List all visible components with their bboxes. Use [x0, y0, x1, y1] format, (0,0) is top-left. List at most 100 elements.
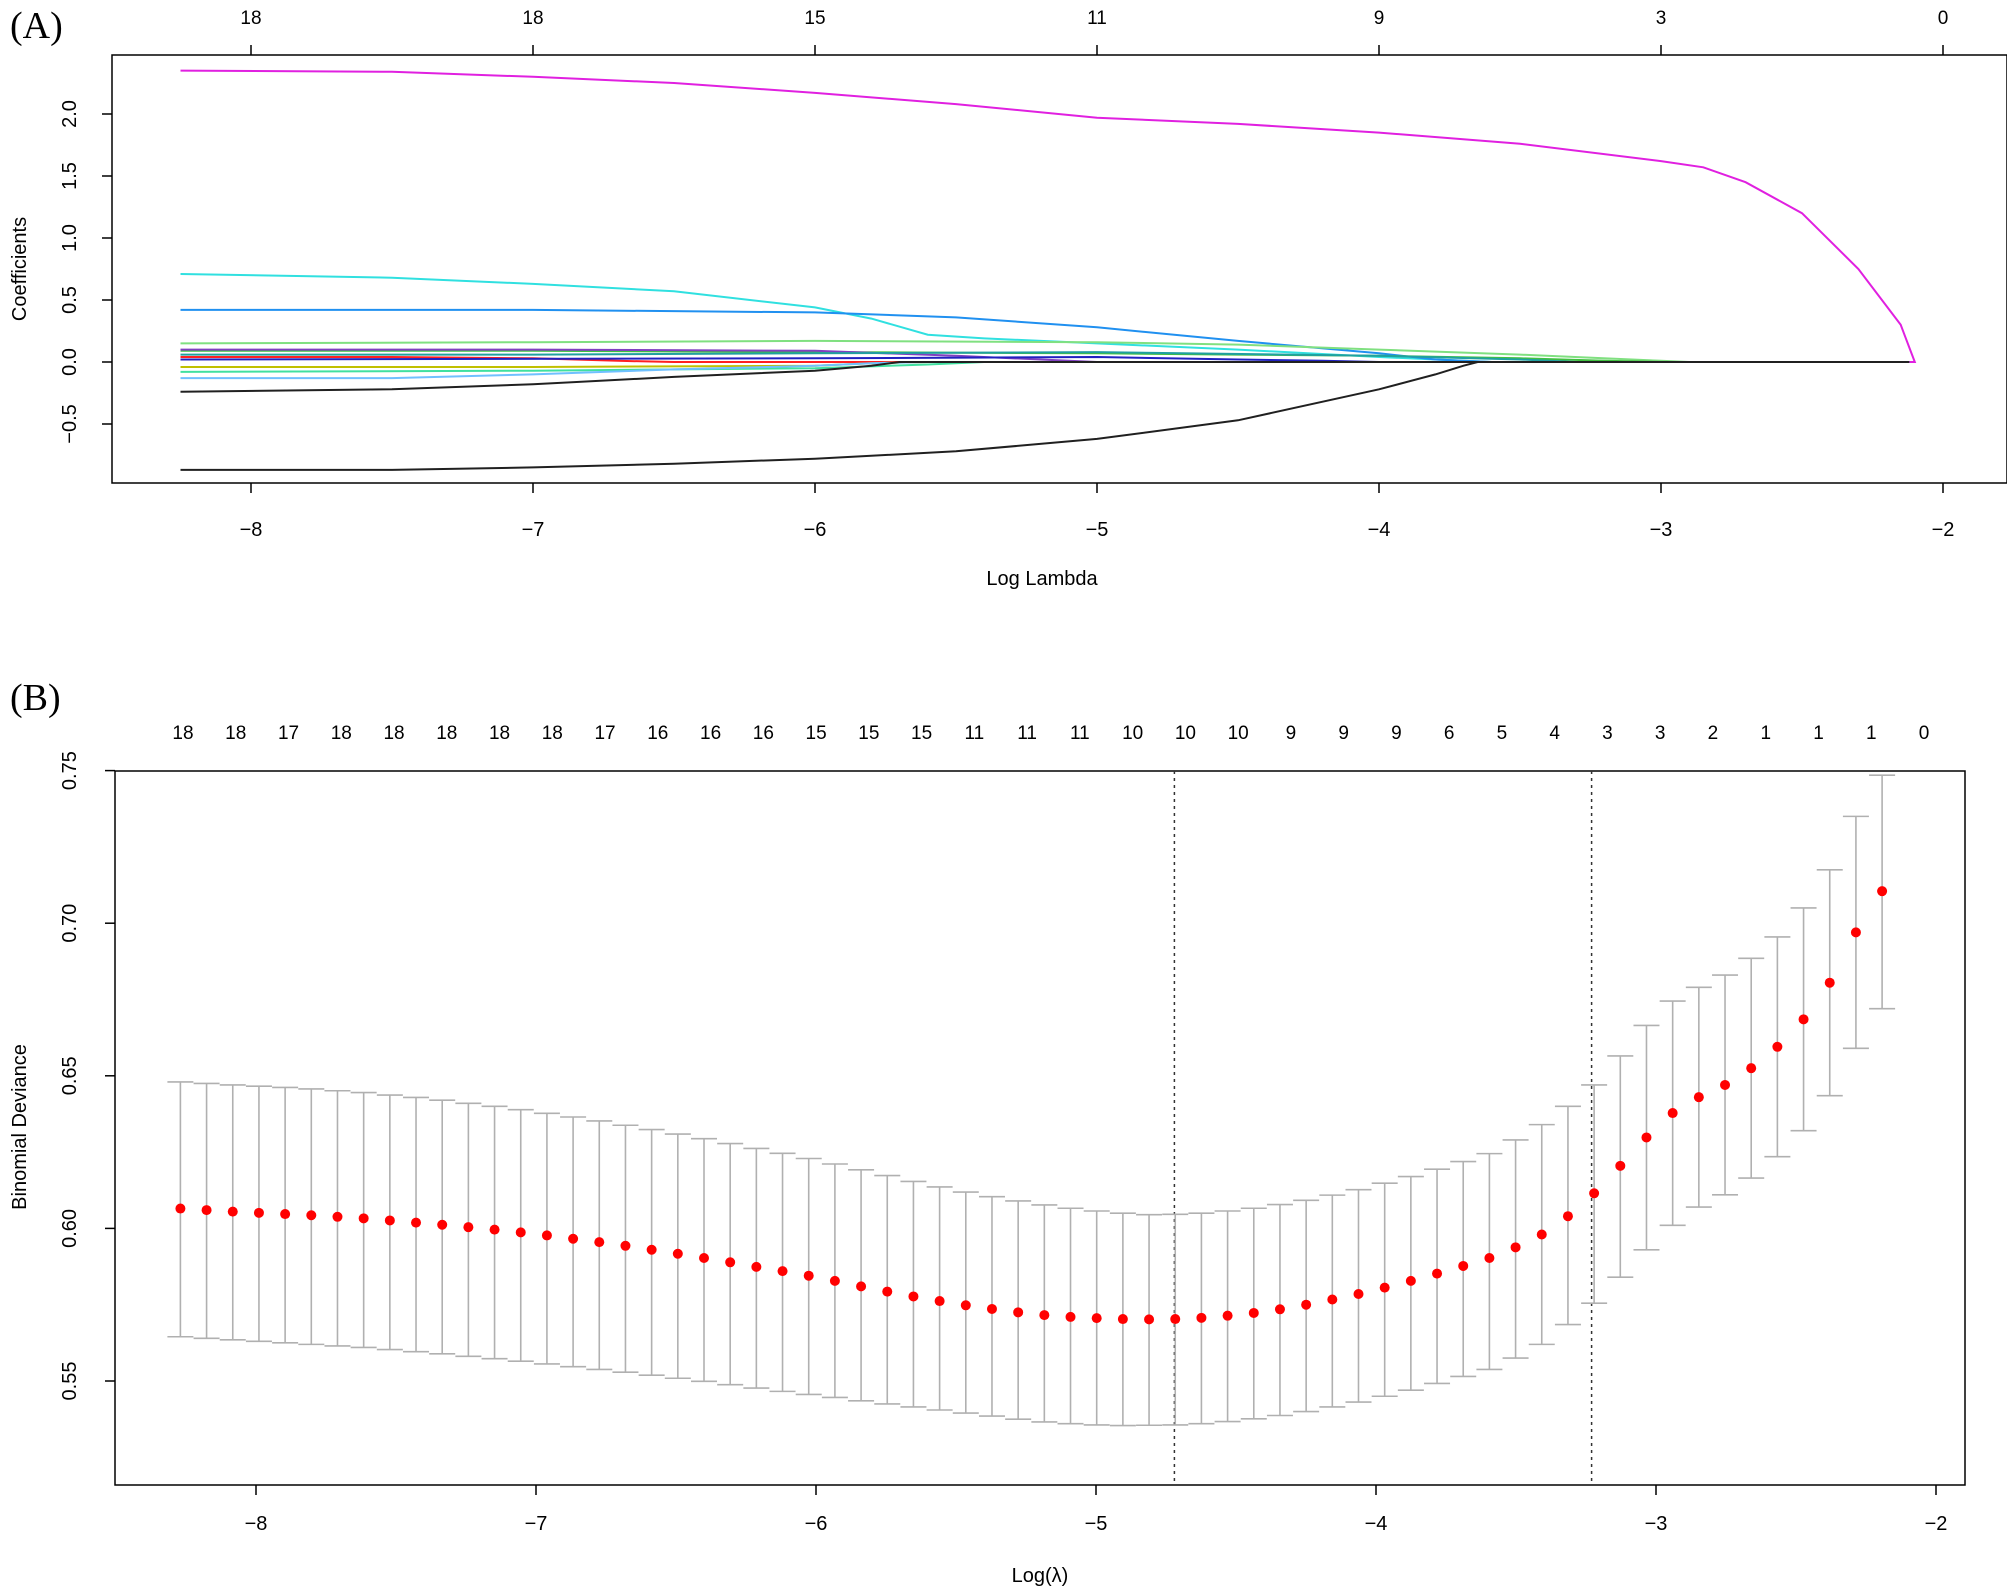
panel-b-point: [1196, 1312, 1207, 1323]
panel-b-x-tick-label: −8: [245, 1513, 268, 1535]
panel-b-top-tick-label: 18: [489, 723, 510, 744]
panel-b-top-tick-label: 15: [858, 723, 879, 744]
panel-b-point: [489, 1224, 500, 1235]
panel-b-top-tick-label: 1: [1760, 723, 1771, 744]
panel-a-plot-frame: [111, 54, 2007, 484]
panel-b-top-tick-label: 18: [172, 723, 193, 744]
panel-a-x-tick-label: −3: [1650, 519, 1673, 541]
panel-b-point: [175, 1203, 186, 1214]
panel-b-top-tick-label: 9: [1391, 723, 1402, 744]
panel-b-point: [1013, 1307, 1024, 1318]
panel-b-point: [882, 1286, 893, 1297]
panel-b-top-tick-label: 5: [1497, 723, 1508, 744]
panel-a-y-tick-label: 1.0: [59, 224, 81, 252]
panel-a-top-tick-label: 11: [1087, 8, 1107, 29]
panel-b-point: [646, 1244, 657, 1255]
panel-a-top-tick-label: 3: [1656, 8, 1667, 29]
panel-b-x-axis-title: Log(λ): [1012, 1565, 1069, 1587]
panel-a-y-axis-title: Coefficients: [9, 217, 31, 321]
panel-b-top-tick-label: 16: [753, 723, 774, 744]
panel-b-top-tick-label: 3: [1655, 723, 1666, 744]
panel-b-point: [437, 1219, 448, 1230]
panel-a-series-line: [180, 308, 1910, 363]
panel-b-top-tick-label: 11: [1017, 723, 1037, 744]
panel-a-y-tick-label: 0.5: [59, 286, 81, 314]
panel-b-point: [201, 1205, 212, 1216]
panel-b-top-tick-label: 15: [911, 723, 932, 744]
panel-b-point: [1641, 1132, 1652, 1143]
panel-a-series-line: [180, 361, 1910, 471]
panel-b-point: [463, 1222, 474, 1233]
panel-a-x-tick-label: −8: [240, 519, 263, 541]
panel-b-point: [1170, 1314, 1181, 1325]
panel-b-top-tick-label: 6: [1444, 723, 1455, 744]
panel-b-point: [1772, 1041, 1783, 1052]
panel-a-series-line: [180, 273, 1910, 363]
panel-a-series-line: [180, 361, 1910, 393]
panel-a-axes: −8 −7 −6 −5 −4 −3 −2 −0.5 0.0 0.5 1.0 1.5 2.0 18 18 15 1…: [59, 8, 1954, 541]
panel-a-x-axis-title: Log Lambda: [986, 568, 1098, 590]
panel-b-top-tick-label: 11: [964, 723, 984, 744]
panel-b-cross-validation: (B) −8 −7 −6 −5 −4 −3 −2 0.55 0.60 0.65 0.70 0.75 18…: [9, 677, 1966, 1587]
panel-b-point: [594, 1237, 605, 1248]
panel-b-x-tick-label: −7: [525, 1513, 548, 1535]
panel-b-x-tick-label: −6: [805, 1513, 828, 1535]
panel-a-top-tick-label: 9: [1374, 8, 1385, 29]
panel-b-top-tick-label: 10: [1122, 723, 1143, 744]
panel-a-x-tick-label: −7: [522, 519, 545, 541]
panel-b-point: [1222, 1310, 1233, 1321]
panel-b-point: [1274, 1304, 1285, 1315]
panel-b-top-tick-label: 3: [1602, 723, 1613, 744]
panel-b-point: [1720, 1079, 1731, 1090]
panel-b-point: [908, 1291, 919, 1302]
panel-b-point: [1327, 1294, 1338, 1305]
panel-b-top-tick-label: 18: [542, 723, 563, 744]
panel-b-top-tick-label: 9: [1286, 723, 1297, 744]
panel-b-point: [672, 1248, 683, 1259]
panel-b-point: [332, 1211, 343, 1222]
panel-b-top-tick-label: 9: [1338, 723, 1349, 744]
panel-b-top-tick-label: 10: [1175, 723, 1196, 744]
panel-b-y-tick-label: 0.65: [59, 1056, 81, 1095]
panel-b-point: [751, 1261, 762, 1272]
panel-a-top-tick-label: 18: [522, 8, 543, 29]
panel-b-y-tick-label: 0.70: [59, 904, 81, 943]
panel-a-x-tick-label: −4: [1368, 519, 1391, 541]
panel-b-point: [1405, 1275, 1416, 1286]
panel-b-top-tick-label: 18: [383, 723, 404, 744]
panel-b-point: [1379, 1282, 1390, 1293]
panel-b-point: [1850, 927, 1861, 938]
panel-b-point: [699, 1253, 709, 1264]
panel-b-point: [1746, 1063, 1757, 1074]
panel-b-point: [1091, 1313, 1102, 1324]
panel-b-point: [280, 1209, 291, 1220]
panel-b-point: [1615, 1160, 1626, 1171]
panel-b-top-tick-label: 11: [1070, 723, 1090, 744]
panel-b-point: [515, 1227, 526, 1238]
panel-b-top-tick-label: 16: [700, 723, 721, 744]
panel-b-point: [777, 1266, 788, 1277]
panel-a-top-tick-label: 15: [804, 8, 825, 29]
panel-b-error-bars: [167, 774, 1896, 1427]
panel-b-top-tick-label: 17: [594, 723, 615, 744]
panel-a-y-tick-label: −0.5: [59, 404, 81, 443]
panel-b-point: [1301, 1299, 1312, 1310]
panel-b-point: [1484, 1253, 1495, 1264]
panel-b-point: [1248, 1307, 1259, 1318]
panel-b-point: [1667, 1108, 1678, 1119]
panel-b-plot-frame: [114, 770, 1966, 1486]
panel-a-top-tick-label: 18: [240, 8, 261, 29]
panel-b-point: [1458, 1260, 1469, 1271]
panel-a-y-tick-label: 1.5: [59, 162, 81, 190]
panel-b-point: [384, 1215, 395, 1226]
panel-b-point: [253, 1207, 264, 1218]
panel-b-point: [803, 1270, 814, 1281]
panel-b-top-tick-label: 16: [647, 723, 668, 744]
panel-b-point: [986, 1303, 997, 1314]
panel-b-y-tick-label: 0.75: [59, 751, 81, 790]
panel-b-label: (B): [10, 677, 61, 719]
panel-b-point: [829, 1275, 840, 1286]
panel-b-top-tick-label: 18: [436, 723, 457, 744]
panel-b-top-tick-label: 1: [1866, 723, 1877, 744]
panel-a-coefficient-paths: (A) −8 −7 −6 −5 −4 −3 −2 −0.5 0.0 0.5 1.0 1.5 2.0 18 1…: [9, 5, 2007, 590]
